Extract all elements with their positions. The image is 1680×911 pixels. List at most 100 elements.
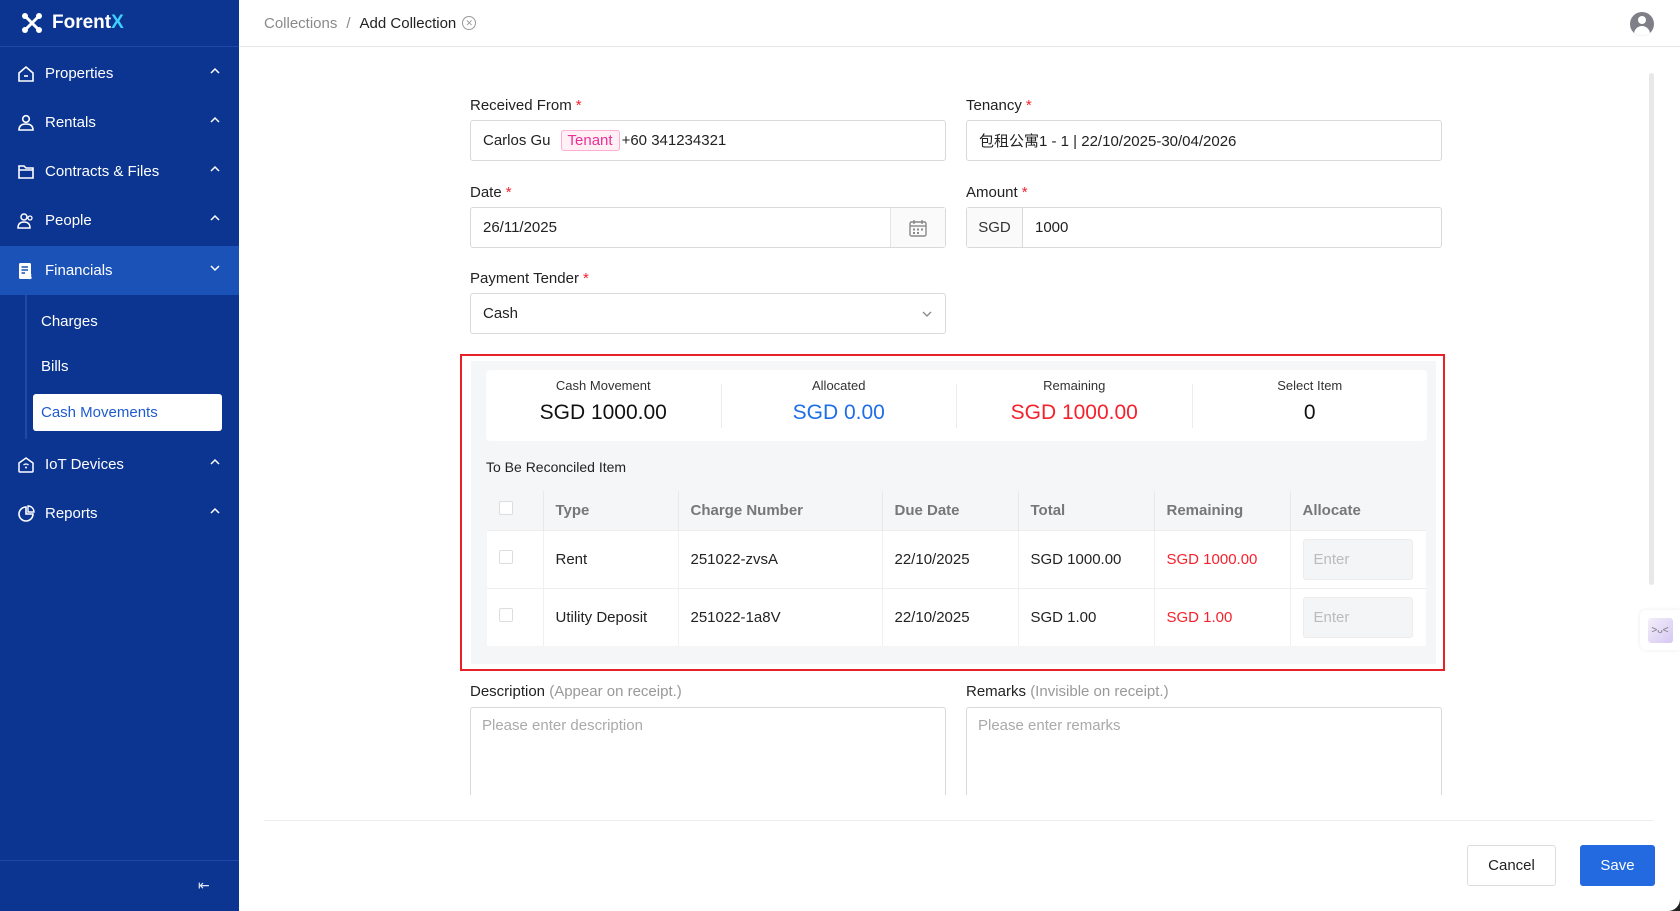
iot-home-icon — [18, 456, 34, 473]
sidebar-item-label: Financials — [45, 262, 113, 279]
chevron-up-icon — [210, 507, 220, 514]
cell-type: Rent — [543, 529, 679, 588]
payer-phone: +60 341234321 — [621, 132, 727, 149]
col-type: Type — [543, 491, 679, 530]
footer-divider — [264, 820, 1654, 821]
sidebar-item-contracts-files[interactable]: Contracts & Files — [0, 147, 239, 196]
amount-value: 1000 — [1035, 219, 1069, 236]
app-name: ForentX — [52, 12, 124, 33]
sidebar-item-rentals[interactable]: Rentals — [0, 98, 239, 147]
chevron-down-icon — [210, 265, 220, 272]
allocate-input[interactable]: Enter — [1302, 538, 1413, 580]
svg-text:$: $ — [28, 274, 32, 280]
col-allocate: Allocate — [1290, 491, 1426, 530]
row-checkbox[interactable] — [487, 529, 544, 588]
close-tab-icon[interactable]: ✕ — [462, 16, 477, 30]
amount-field[interactable]: SGD 1000 — [966, 207, 1442, 248]
col-charge-number: Charge Number — [678, 491, 883, 530]
table-row: Utility Deposit 251022-1a8V 22/10/2025 S… — [487, 587, 1426, 646]
col-due-date: Due Date — [882, 491, 1019, 530]
date-value: 26/11/2025 — [483, 219, 557, 236]
sidebar-item-reports[interactable]: Reports — [0, 489, 239, 538]
summary-select-item: Select Item 0 — [1277, 377, 1343, 424]
sidebar-item-people[interactable]: People — [0, 196, 239, 245]
chevron-up-icon — [210, 165, 220, 172]
allocate-input[interactable]: Enter — [1302, 596, 1413, 638]
collapse-sidebar-icon[interactable]: ⇤ — [198, 877, 210, 893]
remarks-label: Remarks (Invisible on receipt.) — [966, 683, 1169, 700]
people-icon — [17, 212, 33, 229]
window-corner — [1668, 899, 1680, 911]
sidebar-subitem-charges[interactable]: Charges — [41, 313, 98, 330]
sidebar-item-label: Rentals — [45, 114, 96, 131]
description-label: Description (Appear on receipt.) — [470, 683, 682, 700]
cell-charge-number: 251022-zvsA — [678, 529, 883, 588]
payment-tender-value: Cash — [483, 305, 519, 322]
assistant-face-icon: >ᴗ< — [1647, 617, 1673, 643]
cell-allocate: Enter — [1290, 587, 1426, 646]
received-from-field[interactable]: Carlos Gu Tenant +60 341234321 — [470, 120, 946, 161]
sidebar-subitem-bills[interactable]: Bills — [41, 358, 69, 375]
calendar-icon[interactable] — [890, 208, 945, 247]
cell-due-date: 22/10/2025 — [882, 529, 1019, 588]
date-picker[interactable]: 26/11/2025 — [470, 207, 946, 248]
tenancy-select[interactable]: 包租公寓1 - 1 | 22/10/2025-30/04/2026 — [966, 120, 1442, 161]
logo-icon — [22, 13, 42, 33]
highlight-box — [460, 354, 1445, 671]
assistant-widget[interactable]: >ᴗ< — [1640, 610, 1680, 650]
sidebar-item-label: Properties — [45, 65, 114, 82]
avatar[interactable] — [1630, 12, 1654, 36]
chevron-down-icon — [922, 311, 932, 317]
logo[interactable]: ForentX — [0, 0, 239, 47]
col-total: Total — [1018, 491, 1155, 530]
currency-addon: SGD — [967, 208, 1023, 247]
pie-chart-icon — [18, 504, 35, 522]
cell-remaining: SGD 1.00 — [1154, 587, 1291, 646]
chevron-up-icon — [210, 67, 220, 74]
cell-type: Utility Deposit — [543, 587, 679, 646]
save-button[interactable]: Save — [1580, 845, 1655, 886]
sidebar-item-label: People — [45, 212, 92, 229]
scrollbar[interactable] — [1649, 73, 1654, 585]
chevron-up-icon — [210, 458, 220, 465]
sidebar-item-iot-devices[interactable]: IoT Devices — [0, 440, 239, 489]
payment-tender-select[interactable]: Cash — [470, 293, 946, 334]
remarks-textarea[interactable]: Please enter remarks — [966, 707, 1442, 795]
cell-total: SGD 1.00 — [1018, 587, 1155, 646]
payment-tender-label: Payment Tender * — [470, 270, 589, 287]
cancel-button[interactable]: Cancel — [1467, 845, 1556, 886]
sidebar-item-label: Reports — [45, 505, 98, 522]
tenancy-value: 包租公寓1 - 1 | 22/10/2025-30/04/2026 — [979, 133, 1237, 150]
breadcrumb-collections[interactable]: Collections — [264, 14, 338, 32]
cell-remaining: SGD 1000.00 — [1154, 529, 1291, 588]
payer-name: Carlos Gu — [483, 132, 551, 149]
sidebar-item-properties[interactable]: Properties — [0, 49, 239, 98]
select-all-checkbox[interactable] — [487, 491, 544, 530]
description-textarea[interactable]: Please enter description — [470, 707, 946, 795]
reconcile-title: To Be Reconciled Item — [486, 459, 627, 475]
sidebar-subitem-cash-movements[interactable]: Cash Movements — [33, 394, 222, 431]
header: Collections / Add Collection ✕ — [239, 0, 1680, 47]
chevron-up-icon — [210, 214, 220, 221]
received-from-label: Received From * — [470, 97, 582, 114]
reconcile-table: Type Charge Number Due Date Total Remain… — [487, 491, 1426, 646]
summary-allocated: Allocated SGD 0.00 — [722, 378, 957, 428]
financial-doc-icon: $ — [19, 262, 32, 280]
folder-icon — [18, 164, 34, 179]
breadcrumb-separator: / — [346, 14, 351, 32]
submenu-line — [25, 295, 27, 439]
sidebar-divider — [0, 860, 239, 861]
home-icon — [18, 65, 34, 82]
sidebar-item-label: Contracts & Files — [45, 163, 160, 180]
sidebar-item-financials[interactable]: $ Financials — [0, 246, 239, 295]
sidebar: ForentX Properties Rentals Contracts & F… — [0, 0, 239, 911]
cell-due-date: 22/10/2025 — [882, 587, 1019, 646]
amount-label: Amount * — [966, 184, 1028, 201]
date-label: Date * — [470, 184, 512, 201]
row-checkbox[interactable] — [487, 587, 544, 646]
tenancy-label: Tenancy * — [966, 97, 1032, 114]
chevron-up-icon — [210, 116, 220, 123]
cell-total: SGD 1000.00 — [1018, 529, 1155, 588]
summary-remaining: Remaining SGD 1000.00 — [957, 378, 1193, 428]
summary-cash-movement: Cash Movement SGD 1000.00 — [486, 378, 722, 428]
